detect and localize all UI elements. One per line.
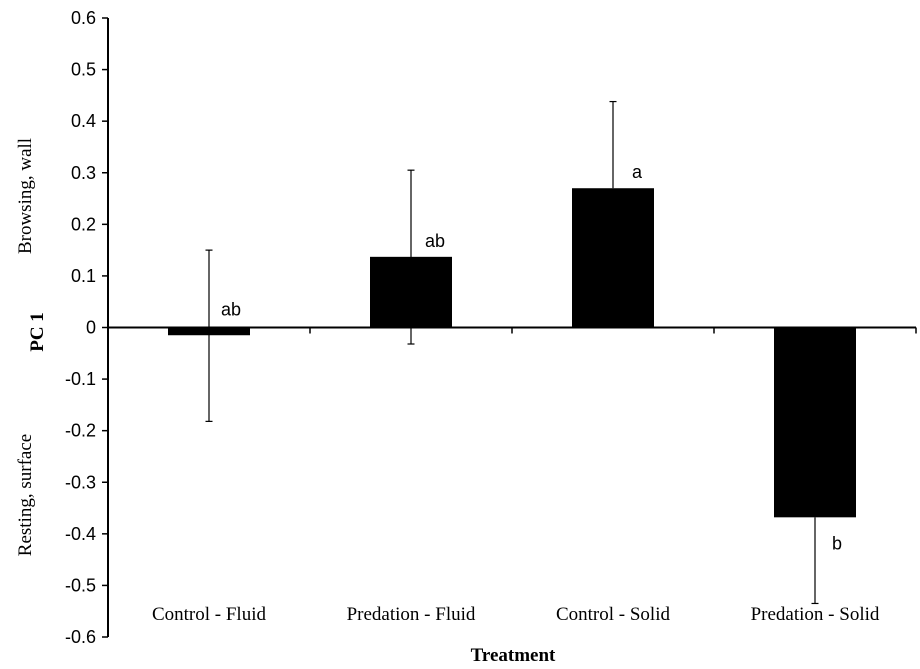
bars <box>168 188 856 518</box>
bar <box>774 327 856 518</box>
significance-letter: b <box>832 533 842 553</box>
y-axis: 0.6 0.5 0.4 0.3 0.2 0.1 0 -0.1 -0.2 -0.3 -0.4 -0.5 -… <box>65 8 109 647</box>
y-tick-label: 0.4 <box>71 111 96 131</box>
y-tick-label: -0.5 <box>65 575 96 595</box>
category-label: Predation - Fluid <box>347 604 476 625</box>
y-tick-label: 0 <box>86 318 96 338</box>
y-axis-title: PC 1 <box>27 312 48 352</box>
significance-letter: ab <box>221 300 241 320</box>
category-labels: Control - Fluid Predation - Fluid Control … <box>152 604 880 625</box>
significance-letter: ab <box>425 231 445 251</box>
bar <box>572 188 654 328</box>
category-label: Control - Fluid <box>152 604 267 625</box>
y-axis-label-upper: Browsing, wall <box>15 138 36 254</box>
category-label: Predation - Solid <box>751 604 880 625</box>
x-axis-title: Treatment <box>471 645 556 666</box>
y-tick-label: 0.1 <box>71 266 96 286</box>
y-axis-label-lower: Resting, surface <box>15 434 36 556</box>
y-tick-label: 0.2 <box>71 214 96 234</box>
y-tick-label: 0.3 <box>71 163 96 183</box>
y-tick-label: -0.3 <box>65 472 96 492</box>
y-tick-label: -0.6 <box>65 627 96 647</box>
x-axis <box>108 326 917 334</box>
y-tick-label: 0.5 <box>71 60 96 80</box>
y-tick-label: -0.4 <box>65 524 96 544</box>
y-tick-label: -0.1 <box>65 369 96 389</box>
error-bars <box>205 100 819 605</box>
category-label: Control - Solid <box>556 604 671 625</box>
y-tick-label: -0.2 <box>65 421 96 441</box>
y-tick-label: 0.6 <box>71 8 96 28</box>
significance-letter: a <box>632 162 643 182</box>
